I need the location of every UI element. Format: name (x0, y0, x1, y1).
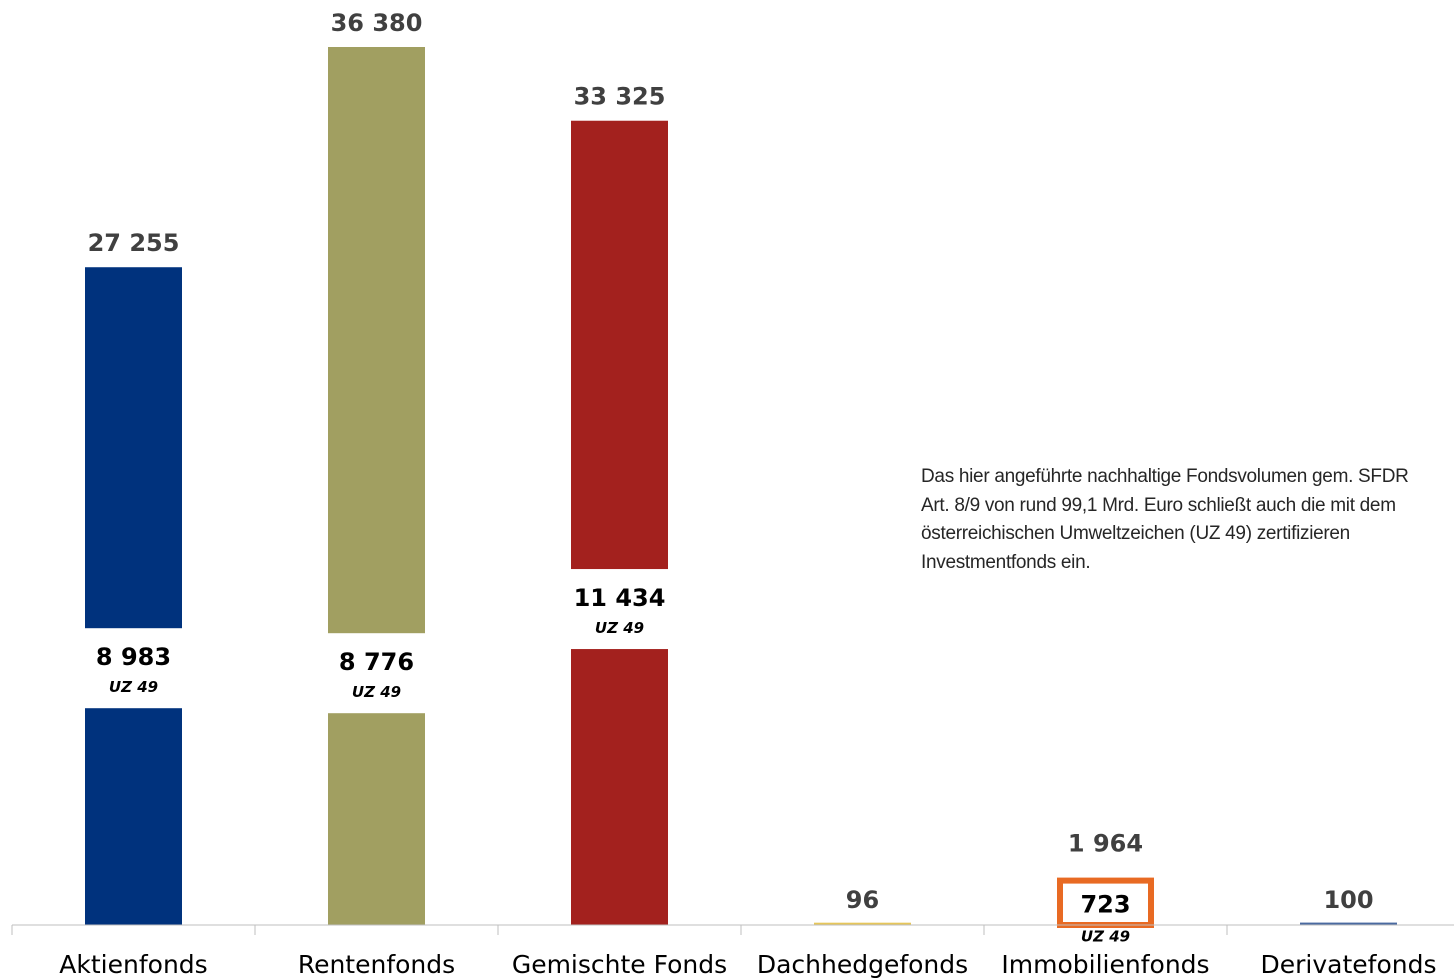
category-label: Aktienfonds (59, 950, 207, 979)
category-label: Dachhedgefonds (757, 950, 968, 979)
value-label: 1 964 (1068, 830, 1143, 858)
bar-lower-rentenfonds (328, 713, 425, 925)
bars-layer (85, 47, 1397, 928)
category-label: Derivatefonds (1261, 950, 1437, 979)
uz49-value-label: 8 776 (339, 648, 414, 676)
category-label: Rentenfonds (298, 950, 455, 979)
bar-lower-aktienfonds (85, 708, 182, 925)
bar-upper-aktienfonds (85, 267, 182, 629)
uz49-tag-label: UZ 49 (109, 678, 158, 696)
category-label: Immobilienfonds (1001, 950, 1209, 979)
x-axis (11, 924, 1454, 935)
uz49-value-label: 8 983 (96, 643, 171, 671)
bar-derivatefonds (1300, 922, 1397, 925)
value-label: 96 (846, 886, 879, 914)
value-label: 33 325 (574, 83, 666, 111)
value-label: 100 (1323, 886, 1373, 914)
uz49-value-label: 11 434 (574, 584, 666, 612)
labels-layer: 8 983 UZ 49 27 255 Aktienfonds 8 776 UZ 49 36 … (59, 9, 1436, 979)
bar-upper-gemischte-fonds (571, 120, 668, 570)
uz49-tag-label: UZ 49 (1081, 928, 1130, 946)
bar-lower-gemischte-fonds (571, 649, 668, 925)
value-label: 36 380 (331, 9, 423, 37)
bar-upper-rentenfonds (328, 47, 425, 634)
bar-dachhedgefonds (814, 922, 911, 925)
uz49-value-label: 723 (1080, 891, 1130, 919)
note-text: Das hier angeführte nachhaltige Fondsvol… (921, 466, 1409, 573)
uz49-tag-label: UZ 49 (595, 619, 644, 637)
value-label: 27 255 (88, 229, 180, 257)
uz49-tag-label: UZ 49 (352, 683, 401, 701)
category-label: Gemischte Fonds (512, 950, 727, 979)
